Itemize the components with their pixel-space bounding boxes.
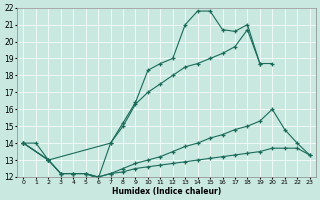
X-axis label: Humidex (Indice chaleur): Humidex (Indice chaleur) [112, 187, 221, 196]
